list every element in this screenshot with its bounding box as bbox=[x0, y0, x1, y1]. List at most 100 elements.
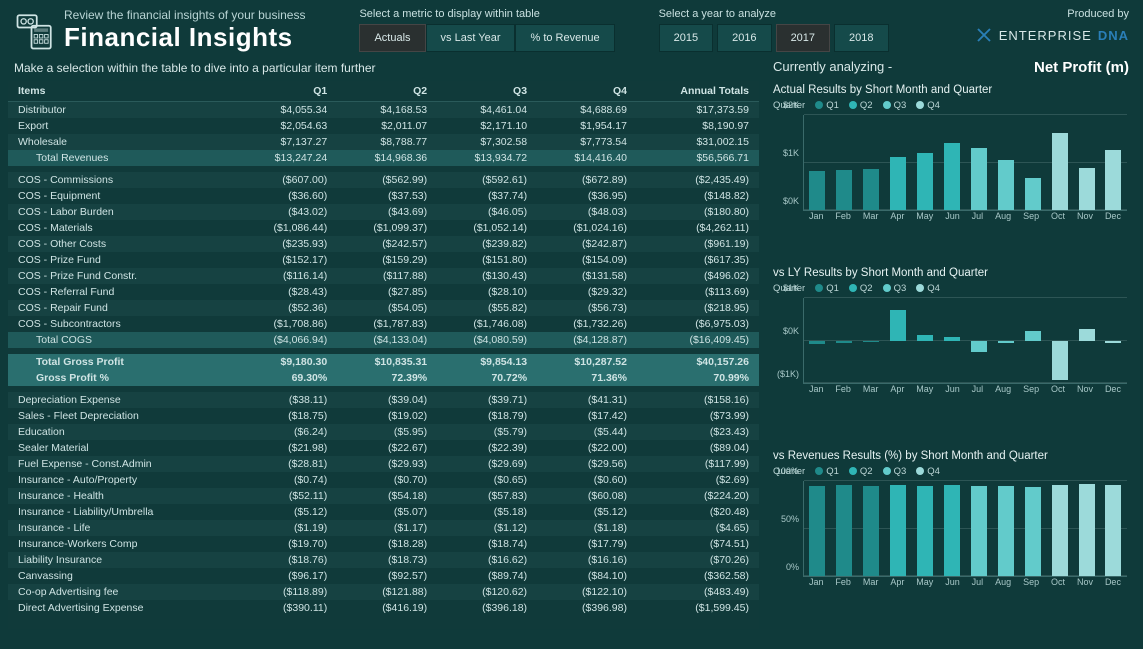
bar[interactable] bbox=[1025, 298, 1041, 383]
table-row[interactable]: Liability Insurance($18.76)($18.73)($16.… bbox=[8, 552, 759, 568]
table-row[interactable]: Total Gross Profit$9,180.30$10,835.31$9,… bbox=[8, 354, 759, 370]
chart-actual[interactable]: Actual Results by Short Month and Quarte… bbox=[767, 82, 1135, 263]
table-row[interactable]: Insurance - Liability/Umbrella($5.12)($5… bbox=[8, 504, 759, 520]
table-row[interactable]: Direct Advertising Expense($390.11)($416… bbox=[8, 600, 759, 616]
row-value: $2,054.63 bbox=[237, 118, 337, 134]
legend-item[interactable]: Q3 bbox=[883, 100, 907, 111]
column-header[interactable]: Items bbox=[8, 81, 237, 102]
table-row[interactable]: Insurance - Auto/Property($0.74)($0.70)(… bbox=[8, 472, 759, 488]
bar[interactable] bbox=[971, 115, 987, 210]
legend-item[interactable]: Q3 bbox=[883, 283, 907, 294]
column-header[interactable]: Q1 bbox=[237, 81, 337, 102]
table-row[interactable]: Distributor$4,055.34$4,168.53$4,461.04$4… bbox=[8, 102, 759, 119]
bar[interactable] bbox=[917, 115, 933, 210]
bar[interactable] bbox=[863, 298, 879, 383]
table-row[interactable]: Insurance-Workers Comp($19.70)($18.28)($… bbox=[8, 536, 759, 552]
bar[interactable] bbox=[836, 115, 852, 210]
bar[interactable] bbox=[863, 481, 879, 576]
table-row[interactable]: Sealer Material($21.98)($22.67)($22.39)(… bbox=[8, 440, 759, 456]
bar[interactable] bbox=[1052, 481, 1068, 576]
legend-item[interactable]: Q1 bbox=[815, 466, 839, 477]
legend-item[interactable]: Q2 bbox=[849, 283, 873, 294]
table-row[interactable]: Total COGS($4,066.94)($4,133.04)($4,080.… bbox=[8, 332, 759, 348]
table-row[interactable]: Insurance - Life($1.19)($1.17)($1.12)($1… bbox=[8, 520, 759, 536]
bar[interactable] bbox=[998, 115, 1014, 210]
table-row[interactable]: COS - Materials($1,086.44)($1,099.37)($1… bbox=[8, 220, 759, 236]
financial-table-scroll[interactable]: ItemsQ1Q2Q3Q4Annual Totals Distributor$4… bbox=[8, 81, 759, 629]
table-row[interactable]: Fuel Expense - Const.Admin($28.81)($29.9… bbox=[8, 456, 759, 472]
metric-option-vs-last-year[interactable]: vs Last Year bbox=[426, 24, 516, 52]
year-option-2018[interactable]: 2018 bbox=[834, 24, 888, 52]
table-row[interactable]: COS - Referral Fund($28.43)($27.85)($28.… bbox=[8, 284, 759, 300]
legend-item[interactable]: Q1 bbox=[815, 283, 839, 294]
column-header[interactable]: Q4 bbox=[537, 81, 637, 102]
table-row[interactable]: COS - Prize Fund Constr.($116.14)($117.8… bbox=[8, 268, 759, 284]
bar[interactable] bbox=[1025, 115, 1041, 210]
year-option-2017[interactable]: 2017 bbox=[776, 24, 830, 52]
bar[interactable] bbox=[1105, 115, 1121, 210]
metric-option-actuals[interactable]: Actuals bbox=[359, 24, 425, 52]
table-row[interactable]: Export$2,054.63$2,011.07$2,171.10$1,954.… bbox=[8, 118, 759, 134]
table-row[interactable]: COS - Equipment($36.60)($37.53)($37.74)(… bbox=[8, 188, 759, 204]
bar[interactable] bbox=[971, 298, 987, 383]
bar[interactable] bbox=[917, 481, 933, 576]
bar[interactable] bbox=[1105, 481, 1121, 576]
bar[interactable] bbox=[890, 298, 906, 383]
bar[interactable] bbox=[944, 115, 960, 210]
bar[interactable] bbox=[1079, 481, 1095, 576]
bar[interactable] bbox=[917, 298, 933, 383]
bar[interactable] bbox=[836, 298, 852, 383]
bar[interactable] bbox=[836, 481, 852, 576]
bar[interactable] bbox=[971, 481, 987, 576]
year-option-2016[interactable]: 2016 bbox=[717, 24, 771, 52]
bar[interactable] bbox=[998, 298, 1014, 383]
table-row[interactable]: COS - Repair Fund($52.36)($54.05)($55.82… bbox=[8, 300, 759, 316]
legend-item[interactable]: Q4 bbox=[916, 466, 940, 477]
table-row[interactable]: COS - Commissions($607.00)($562.99)($592… bbox=[8, 172, 759, 188]
bar[interactable] bbox=[944, 481, 960, 576]
bar[interactable] bbox=[1105, 298, 1121, 383]
table-row[interactable]: COS - Labor Burden($43.02)($43.69)($46.0… bbox=[8, 204, 759, 220]
bar[interactable] bbox=[809, 298, 825, 383]
chart-vsrev[interactable]: vs Revenues Results (%) by Short Month a… bbox=[767, 448, 1135, 629]
row-value: $8,190.97 bbox=[637, 118, 759, 134]
financial-table[interactable]: ItemsQ1Q2Q3Q4Annual Totals Distributor$4… bbox=[8, 81, 759, 616]
column-header[interactable]: Annual Totals bbox=[637, 81, 759, 102]
bar[interactable] bbox=[809, 115, 825, 210]
legend-item[interactable]: Q3 bbox=[883, 466, 907, 477]
table-row[interactable]: Insurance - Health($52.11)($54.18)($57.8… bbox=[8, 488, 759, 504]
bar[interactable] bbox=[998, 481, 1014, 576]
legend-item[interactable]: Q2 bbox=[849, 100, 873, 111]
table-row[interactable]: Education($6.24)($5.95)($5.79)($5.44)($2… bbox=[8, 424, 759, 440]
bar[interactable] bbox=[1079, 298, 1095, 383]
column-header[interactable]: Q3 bbox=[437, 81, 537, 102]
table-row[interactable]: COS - Prize Fund($152.17)($159.29)($151.… bbox=[8, 252, 759, 268]
table-row[interactable]: Sales - Fleet Depreciation($18.75)($19.0… bbox=[8, 408, 759, 424]
column-header[interactable]: Q2 bbox=[337, 81, 437, 102]
bar[interactable] bbox=[1079, 115, 1095, 210]
bar[interactable] bbox=[809, 481, 825, 576]
bar[interactable] bbox=[1052, 115, 1068, 210]
table-row[interactable]: Depreciation Expense($38.11)($39.04)($39… bbox=[8, 392, 759, 408]
table-row[interactable]: Canvassing($96.17)($92.57)($89.74)($84.1… bbox=[8, 568, 759, 584]
bar[interactable] bbox=[890, 481, 906, 576]
bar[interactable] bbox=[863, 115, 879, 210]
bar[interactable] bbox=[1052, 298, 1068, 383]
table-row[interactable]: COS - Other Costs($235.93)($242.57)($239… bbox=[8, 236, 759, 252]
legend-item[interactable]: Q4 bbox=[916, 283, 940, 294]
bar[interactable] bbox=[890, 115, 906, 210]
year-option-2015[interactable]: 2015 bbox=[659, 24, 713, 52]
table-row[interactable]: Gross Profit %69.30%72.39%70.72%71.36%70… bbox=[8, 370, 759, 386]
legend-item[interactable]: Q2 bbox=[849, 466, 873, 477]
bar[interactable] bbox=[1025, 481, 1041, 576]
legend-item[interactable]: Q1 bbox=[815, 100, 839, 111]
metric-option-%-to-revenue[interactable]: % to Revenue bbox=[515, 24, 614, 52]
chart-vsly[interactable]: vs LY Results by Short Month and Quarter… bbox=[767, 265, 1135, 446]
table-row[interactable]: COS - Subcontractors($1,708.86)($1,787.8… bbox=[8, 316, 759, 332]
row-value: ($29.93) bbox=[337, 456, 437, 472]
table-row[interactable]: Total Revenues$13,247.24$14,968.36$13,93… bbox=[8, 150, 759, 166]
table-row[interactable]: Wholesale$7,137.27$8,788.77$7,302.58$7,7… bbox=[8, 134, 759, 150]
table-row[interactable]: Co-op Advertising fee($118.89)($121.88)(… bbox=[8, 584, 759, 600]
legend-item[interactable]: Q4 bbox=[916, 100, 940, 111]
bar[interactable] bbox=[944, 298, 960, 383]
